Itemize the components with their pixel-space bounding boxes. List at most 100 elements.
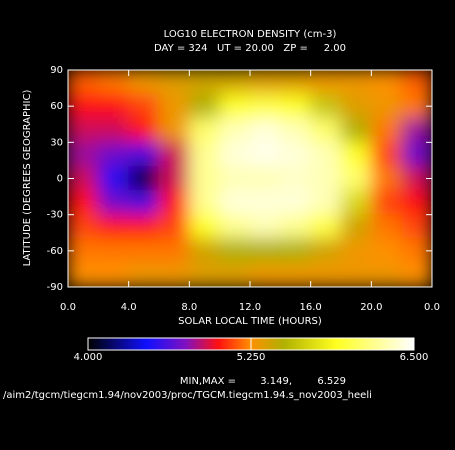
heatmap-cell — [68, 262, 99, 287]
heatmap-cell — [188, 93, 221, 119]
heatmap-cell — [370, 93, 403, 119]
max-value: 6.529 — [317, 376, 346, 387]
heatmap-cell — [68, 70, 99, 95]
heatmap-cell — [401, 214, 432, 240]
heatmap-cell — [158, 165, 190, 192]
min-max-label: MIN,MAX = — [180, 376, 236, 387]
heatmap-cell — [219, 117, 251, 143]
heatmap-cell — [97, 93, 130, 119]
heatmap-cell — [249, 214, 281, 240]
chart-title: LOG10 ELECTRON DENSITY (cm-3) — [164, 29, 337, 40]
heatmap-cell — [340, 93, 372, 119]
heatmap-cell — [97, 117, 130, 143]
heatmap-cell — [310, 190, 342, 216]
x-tick-label: 4.0 — [121, 302, 137, 313]
heatmap-cell — [128, 262, 160, 287]
heatmap-cell — [401, 117, 432, 143]
heatmap-cell — [158, 141, 190, 167]
heatmap-cell — [128, 117, 160, 143]
heatmap-cell — [401, 262, 432, 287]
y-tick-label: 90 — [50, 65, 63, 76]
heatmap-cell — [158, 70, 190, 95]
heatmap-cell — [249, 141, 281, 167]
heatmap-cell — [279, 238, 312, 264]
heatmap-cell — [219, 70, 251, 95]
heatmap-cell — [219, 238, 251, 264]
heatmap-cell — [370, 262, 403, 287]
heatmap-cell — [310, 141, 342, 167]
heatmap — [68, 70, 432, 287]
x-tick-label: 0.0 — [424, 302, 440, 313]
x-axis-label: SOLAR LOCAL TIME (HOURS) — [178, 316, 322, 327]
heatmap-cell — [219, 141, 251, 167]
source-path: /aim2/tgcm/tiegcm1.94/nov2003/proc/TGCM.… — [3, 390, 372, 401]
heatmap-cell — [158, 238, 190, 264]
heatmap-cell — [68, 190, 99, 216]
heatmap-cell — [310, 70, 342, 95]
heatmap-cell — [219, 93, 251, 119]
heatmap-cell — [128, 93, 160, 119]
x-tick-label: 12.0 — [239, 302, 261, 313]
heatmap-cell — [249, 93, 281, 119]
heatmap-cell — [340, 262, 372, 287]
heatmap-cell — [279, 262, 312, 287]
heatmap-cell — [97, 214, 130, 240]
heatmap-cell — [128, 190, 160, 216]
heatmap-cell — [158, 190, 190, 216]
heatmap-cell — [97, 141, 130, 167]
heatmap-cell — [97, 190, 130, 216]
heatmap-cell — [279, 165, 312, 192]
heatmap-cell — [158, 262, 190, 287]
y-tick-label: 60 — [50, 101, 63, 112]
y-axis-label: LATITUDE (DEGREES GEOGRAPHIC) — [22, 90, 33, 267]
heatmap-cell — [158, 117, 190, 143]
heatmap-cell — [249, 117, 281, 143]
heatmap-cell — [279, 93, 312, 119]
heatmap-cell — [68, 117, 99, 143]
heatmap-cell — [401, 70, 432, 95]
heatmap-cell — [188, 238, 221, 264]
heatmap-cell — [310, 93, 342, 119]
heatmap-cell — [97, 238, 130, 264]
min-value: 3.149, — [260, 376, 292, 387]
heatmap-cell — [219, 262, 251, 287]
heatmap-cell — [188, 262, 221, 287]
heatmap-cell — [310, 238, 342, 264]
heatmap-cell — [340, 141, 372, 167]
heatmap-cell — [340, 214, 372, 240]
heatmap-cell — [128, 70, 160, 95]
chart-subtitle: DAY = 324 UT = 20.00 ZP = 2.00 — [154, 43, 346, 54]
heatmap-cell — [249, 165, 281, 192]
heatmap-cell — [128, 238, 160, 264]
heatmap-cell — [279, 141, 312, 167]
heatmap-cell — [97, 165, 130, 192]
heatmap-cell — [97, 262, 130, 287]
heatmap-cell — [401, 141, 432, 167]
heatmap-cell — [68, 214, 99, 240]
plot-area — [68, 70, 432, 287]
heatmap-cell — [370, 238, 403, 264]
heatmap-cell — [340, 165, 372, 192]
heatmap-cell — [128, 214, 160, 240]
heatmap-cell — [188, 165, 221, 192]
heatmap-cell — [340, 238, 372, 264]
heatmap-cell — [219, 165, 251, 192]
heatmap-cell — [219, 214, 251, 240]
heatmap-cell — [340, 70, 372, 95]
heatmap-cell — [310, 117, 342, 143]
heatmap-cell — [188, 117, 221, 143]
heatmap-cell — [188, 190, 221, 216]
heatmap-cell — [370, 190, 403, 216]
x-tick-label: 16.0 — [300, 302, 322, 313]
heatmap-cell — [128, 165, 160, 192]
heatmap-cell — [279, 190, 312, 216]
heatmap-cell — [249, 262, 281, 287]
heatmap-cell — [310, 214, 342, 240]
colorbar-tick-label: 4.000 — [74, 352, 103, 363]
x-tick-label: 0.0 — [60, 302, 76, 313]
heatmap-cell — [158, 214, 190, 240]
y-tick-label: -90 — [47, 282, 63, 293]
x-tick-label: 20.0 — [360, 302, 382, 313]
